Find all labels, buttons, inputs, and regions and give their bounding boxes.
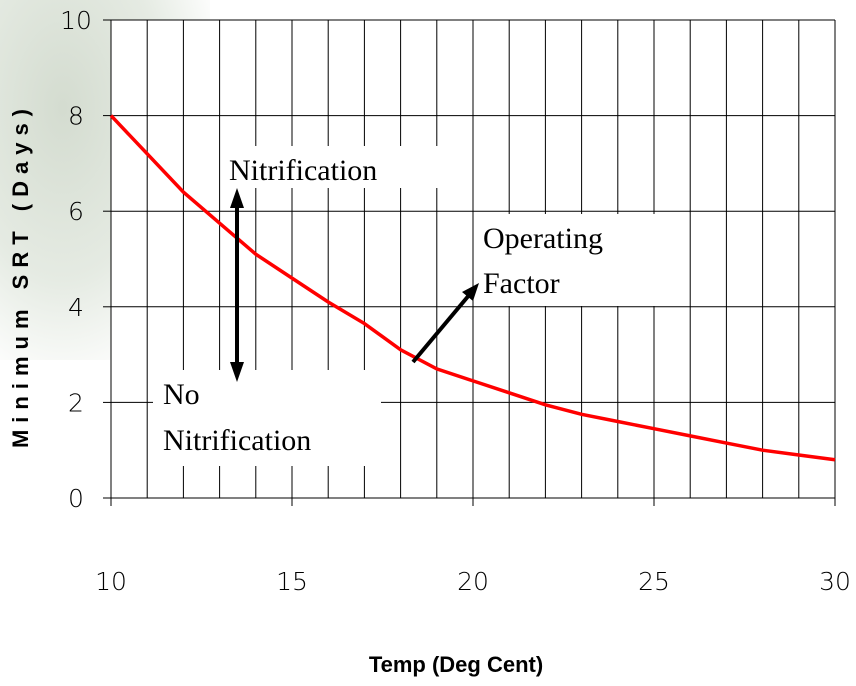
- y-tick-label: 10: [60, 6, 92, 35]
- y-tick-label: 4: [68, 293, 84, 322]
- annotation-box: [474, 214, 658, 306]
- x-tick-label: 20: [457, 567, 489, 596]
- y-tick-label: 2: [68, 388, 84, 417]
- annotation: Nitrification: [229, 154, 377, 187]
- annotation: Nitrification: [163, 424, 311, 457]
- x-tick-label: 30: [819, 567, 851, 596]
- annotation-box: [226, 146, 444, 188]
- y-axis-label: Minimum SRT (Days): [8, 102, 33, 448]
- arrow: [411, 292, 472, 364]
- annotation: No: [163, 378, 200, 411]
- annotation-box: [153, 370, 381, 466]
- annotation: Factor: [483, 267, 560, 300]
- arrowhead: [230, 362, 244, 382]
- x-axis-label: Temp (Deg Cent): [369, 652, 543, 677]
- arrowhead: [462, 283, 479, 301]
- line-series: [109, 114, 836, 462]
- arrowhead: [230, 188, 244, 208]
- x-tick-label: 10: [95, 567, 127, 596]
- y-tick-label: 6: [68, 197, 84, 226]
- x-tick-label: 25: [638, 567, 670, 596]
- y-tick-label: 8: [68, 102, 84, 131]
- y-tick-label: 0: [68, 484, 84, 513]
- annotation: Operating: [483, 222, 603, 255]
- x-tick-label: 15: [276, 567, 308, 596]
